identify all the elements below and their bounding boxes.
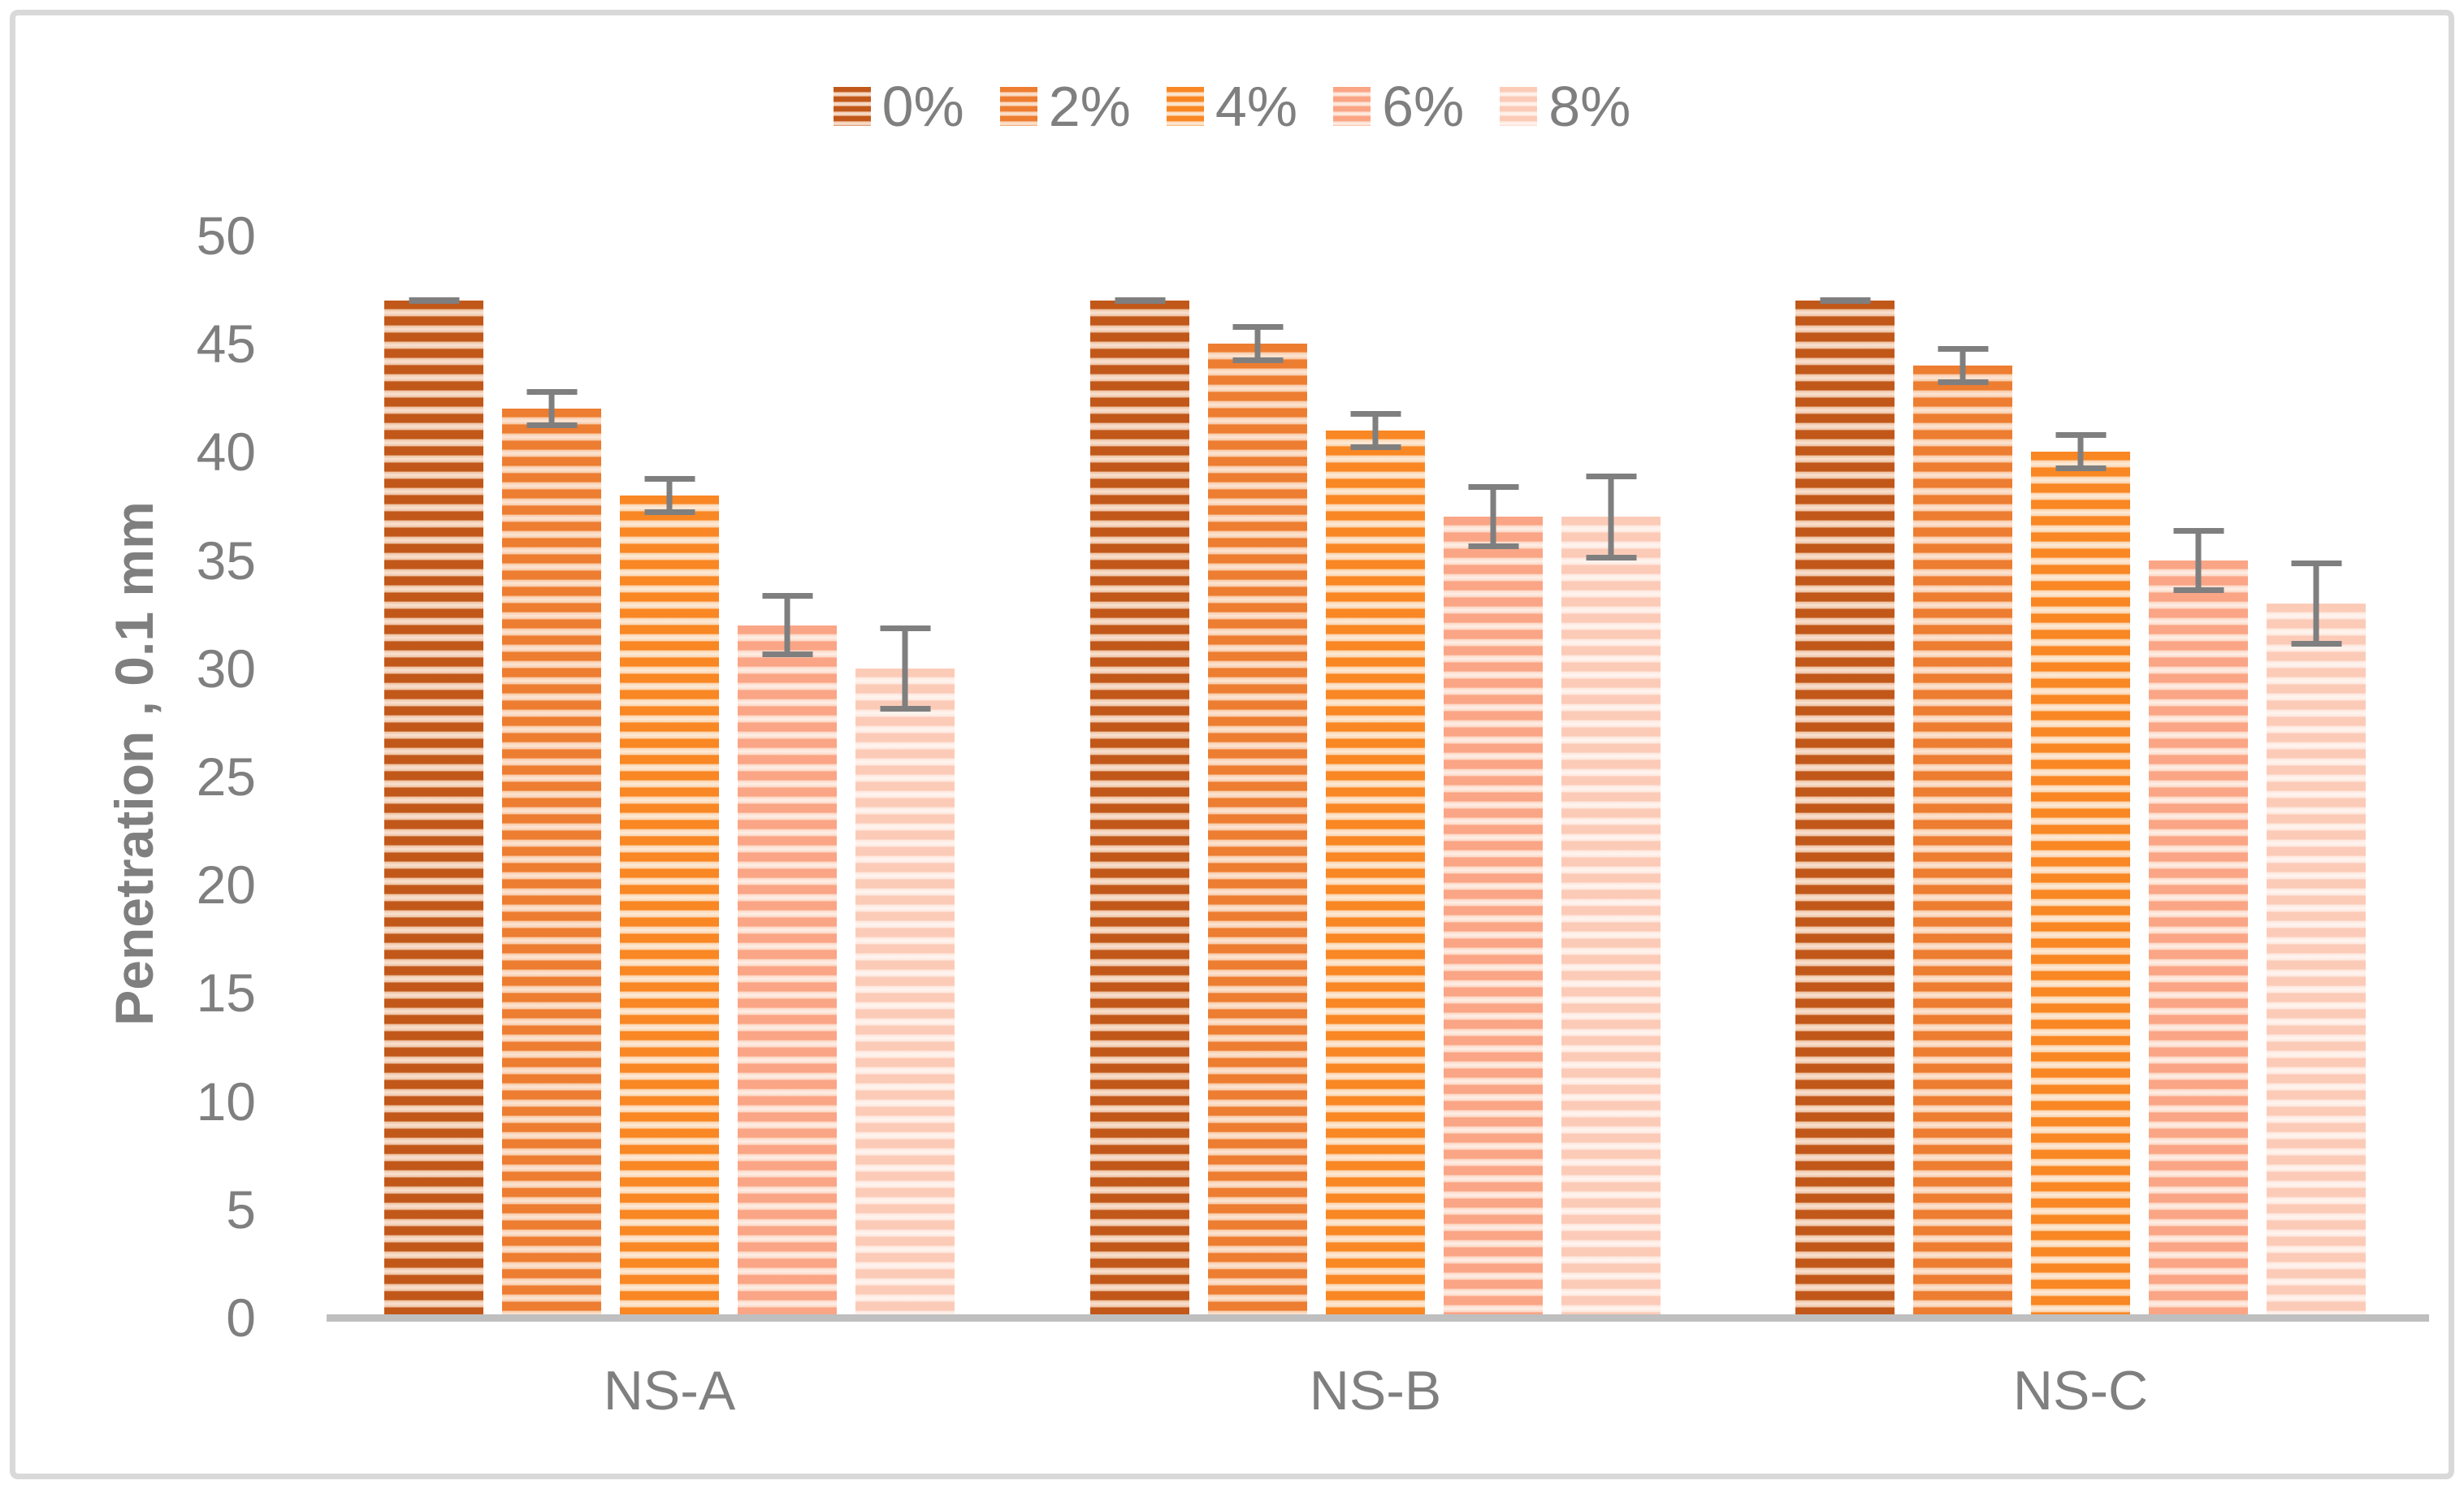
- error-bar: [2173, 527, 2224, 593]
- error-bar-cap-top: [1938, 345, 1988, 352]
- legend-swatch-icon: [1333, 87, 1371, 126]
- legend-label: 0%: [881, 75, 964, 138]
- error-bar-cap-bottom: [1820, 297, 1870, 304]
- error-bar-cap-top: [1232, 324, 1283, 331]
- error-bar: [1350, 410, 1401, 450]
- legend-label: 8%: [1548, 75, 1631, 138]
- y-tick-label: 0: [226, 1288, 256, 1348]
- bar-ns-a-8%: [855, 625, 955, 1318]
- error-bar: [409, 297, 459, 304]
- error-bar: [762, 592, 812, 658]
- bar-ns-b-4%: [1326, 410, 1425, 1318]
- error-bar: [1115, 297, 1165, 304]
- bar-ns-a-2%: [502, 389, 601, 1318]
- error-bar-cap-bottom: [2173, 587, 2224, 593]
- error-bar-cap-top: [2055, 432, 2106, 439]
- y-tick-label: 25: [196, 747, 256, 807]
- legend-swatch-icon: [833, 87, 871, 126]
- error-bar: [2291, 560, 2341, 647]
- error-bar-cap-top: [2291, 560, 2341, 566]
- bar-ns-a-0%: [384, 297, 483, 1318]
- error-bar-cap-top: [762, 592, 812, 599]
- y-tick-label: 45: [196, 314, 256, 374]
- y-tick-label: 30: [196, 638, 256, 699]
- error-bar: [1938, 345, 1988, 385]
- error-bar: [1468, 484, 1518, 550]
- error-bar-cap-top: [526, 389, 577, 396]
- bar-ns-c-6%: [2149, 527, 2248, 1318]
- legend-swatch-icon: [1500, 87, 1538, 126]
- error-bar-cap-bottom: [1232, 357, 1283, 364]
- plot-area: [0, 236, 2464, 1318]
- bar-ns-c-4%: [2031, 432, 2130, 1318]
- error-bar-cap-top: [1586, 474, 1636, 480]
- error-bar-cap-bottom: [1468, 543, 1518, 550]
- error-bar-cap-top: [2173, 527, 2224, 534]
- legend-label: 2%: [1048, 75, 1131, 138]
- y-tick-label: 10: [196, 1071, 256, 1132]
- bar-ns-c-8%: [2267, 560, 2366, 1318]
- legend: 0% 2% 4% 6% 8%: [0, 78, 2464, 135]
- chart-frame: [10, 10, 2454, 1479]
- bar-ns-a-6%: [738, 592, 837, 1318]
- error-bar: [1586, 474, 1636, 561]
- error-bar-cap-bottom: [644, 509, 695, 515]
- bar-ns-b-2%: [1208, 324, 1307, 1318]
- y-tick-label: 5: [226, 1179, 256, 1240]
- error-bar-cap-bottom: [1938, 379, 1988, 385]
- bar-group-ns-c: [1795, 236, 2366, 1318]
- legend-label: 6%: [1382, 75, 1465, 138]
- legend-swatch-icon: [1166, 87, 1204, 126]
- error-bar: [644, 475, 695, 515]
- error-bar-cap-bottom: [2055, 465, 2106, 472]
- legend-label: 4%: [1215, 75, 1298, 138]
- x-category-label: NS-A: [603, 1360, 736, 1422]
- bar-ns-c-0%: [1795, 297, 1895, 1318]
- error-bar: [880, 625, 930, 712]
- legend-swatch-icon: [999, 87, 1037, 126]
- bar-group-ns-a: [384, 236, 955, 1318]
- legend-item: 0%: [833, 75, 964, 138]
- bar-ns-b-0%: [1090, 297, 1189, 1318]
- error-bar-cap-bottom: [880, 706, 930, 712]
- error-bar-cap-top: [1468, 484, 1518, 491]
- bar-ns-a-4%: [620, 475, 719, 1318]
- error-bar-cap-top: [1350, 410, 1401, 417]
- error-bar-cap-bottom: [526, 422, 577, 429]
- y-tick-label: 20: [196, 855, 256, 915]
- error-bar-cap-bottom: [409, 297, 459, 304]
- legend-item: 6%: [1333, 78, 1464, 135]
- y-tick-label: 15: [196, 963, 256, 1024]
- error-bar-cap-top: [644, 475, 695, 482]
- bar-group-ns-b: [1090, 236, 1661, 1318]
- x-category-label: NS-B: [1309, 1360, 1442, 1422]
- legend-item: 4%: [1166, 75, 1298, 138]
- error-bar: [1232, 324, 1283, 364]
- legend-item: 8%: [1500, 78, 1630, 135]
- error-bar-cap-bottom: [1115, 297, 1165, 304]
- bar-ns-b-6%: [1444, 484, 1543, 1318]
- error-bar-cap-bottom: [1586, 554, 1636, 561]
- x-category-label: NS-C: [2012, 1360, 2149, 1422]
- error-bar: [1820, 297, 1870, 304]
- bar-ns-c-2%: [1913, 345, 2012, 1318]
- y-tick-label: 40: [196, 422, 256, 483]
- error-bar-cap-bottom: [762, 651, 812, 658]
- y-tick-label: 50: [196, 206, 256, 266]
- error-bar-cap-bottom: [2291, 641, 2341, 647]
- error-bar: [2055, 432, 2106, 472]
- error-bar-cap-top: [880, 625, 930, 631]
- bar-ns-b-8%: [1561, 474, 1661, 1318]
- legend-item: 2%: [999, 75, 1131, 138]
- x-axis-line: [327, 1314, 2429, 1322]
- error-bar: [526, 389, 577, 429]
- error-bar-cap-bottom: [1350, 444, 1401, 450]
- y-tick-label: 35: [196, 530, 256, 591]
